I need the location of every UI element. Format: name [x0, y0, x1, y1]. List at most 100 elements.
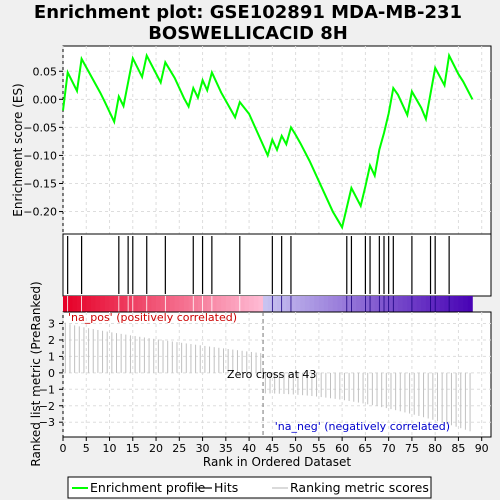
legend: [67, 476, 432, 499]
colorbar-cell: [267, 296, 273, 312]
colorbar-cell: [239, 296, 245, 312]
es-y-tick-label: −0.05: [23, 121, 57, 134]
x-tick-label: 50: [289, 442, 303, 455]
es-series: [62, 52, 474, 230]
x-axis: 0 5 10 15 20 25 30 35 40 45 50 55 60 65 70 75 80 85 90: [60, 437, 489, 455]
colorbar-cell: [95, 296, 101, 312]
x-tick-label: 40: [242, 442, 256, 455]
x-tick-label: 10: [103, 442, 117, 455]
colorbar-cell: [123, 296, 129, 312]
colorbar-cell: [304, 296, 310, 312]
colorbar-cell: [388, 296, 394, 312]
metric-y-tick-label: −3: [39, 416, 55, 429]
colorbar-cell: [323, 296, 329, 312]
colorbar-cell: [416, 296, 422, 312]
x-tick-label: 75: [405, 442, 419, 455]
colorbar-cell: [286, 296, 292, 312]
colorbar-cell: [128, 296, 134, 312]
colorbar-cell: [295, 296, 301, 312]
metric-panel: [62, 311, 492, 438]
colorbar-cell: [449, 296, 455, 312]
colorbar-cell: [114, 296, 120, 312]
colorbar-cell: [314, 296, 320, 312]
legend-label: Hits: [214, 480, 238, 495]
colorbar-cell: [351, 296, 357, 312]
colorbar-cell: [76, 296, 83, 312]
colorbar-cell: [179, 296, 185, 312]
colorbar-cell: [318, 296, 324, 312]
metric-y-tick-label: −1: [39, 383, 55, 396]
colorbar-cell: [253, 296, 259, 312]
colorbar-cell: [425, 296, 431, 312]
colorbar-cell: [170, 296, 176, 312]
x-tick-label: 45: [265, 442, 279, 455]
colorbar-cell: [132, 296, 138, 312]
colorbar-cell: [118, 296, 124, 312]
colorbar-cell: [337, 296, 343, 312]
colorbar-cell: [221, 296, 227, 312]
hits-series: [67, 236, 450, 294]
colorbar-cell: [370, 296, 376, 312]
colorbar-cell: [379, 296, 385, 312]
x-tick-label: 65: [358, 442, 372, 455]
colorbar-cell: [397, 296, 404, 312]
neg-label: 'na_neg' (negatively correlated): [275, 420, 450, 433]
colorbar-cell: [407, 296, 413, 312]
colorbar-cell: [365, 296, 371, 312]
hits-panel: [62, 233, 492, 297]
colorbar-cell: [393, 296, 399, 312]
colorbar-cell: [109, 296, 115, 312]
metric-y-tick-label: 3: [48, 318, 55, 331]
colorbar-cell: [156, 296, 162, 312]
colorbar-cell: [411, 296, 417, 312]
colorbar-cell: [360, 296, 366, 312]
colorbar-cell: [384, 296, 390, 312]
colorbar-cell: [272, 296, 278, 312]
colorbar-cell: [281, 296, 287, 312]
es-panel: [62, 45, 492, 235]
metric-y-tick-label: 2: [48, 334, 55, 347]
colorbar-cell: [146, 296, 152, 312]
colorbar-cell: [100, 296, 106, 312]
x-tick-label: 60: [335, 442, 349, 455]
colorbar-cell: [453, 296, 459, 312]
x-tick-label: 15: [126, 442, 140, 455]
es-y-tick-label: −0.20: [23, 206, 57, 219]
colorbar-cell: [439, 296, 445, 312]
colorbar-cell: [174, 296, 180, 312]
metric-grid: [62, 312, 491, 437]
colorbar-cell: [356, 296, 362, 312]
colorbar-cell: [160, 296, 166, 312]
x-tick-label: 80: [428, 442, 442, 455]
colorbar-cell: [230, 296, 236, 312]
colorbar-cell: [290, 296, 297, 312]
colorbar-cell: [374, 296, 380, 312]
colorbar-cell: [249, 296, 255, 312]
zero-cross-label: Zero cross at 43: [227, 368, 316, 381]
x-tick-label: 85: [451, 442, 465, 455]
colorbar-cell: [309, 296, 315, 312]
colorbar-cell: [263, 296, 269, 312]
metric-y-axis-label: Ranked list metric (PreRanked): [29, 281, 43, 466]
colorbar-cell: [202, 296, 208, 312]
colorbar-cell: [211, 296, 217, 312]
colorbar-cell: [207, 296, 213, 312]
x-axis-label: Rank in Ordered Dataset: [203, 455, 351, 469]
colorbar-cell: [435, 296, 441, 312]
x-tick-label: 30: [196, 442, 210, 455]
legend-label: Ranking metric scores: [290, 480, 429, 495]
colorbar-cell: [183, 296, 190, 312]
x-tick-label: 25: [172, 442, 186, 455]
es-y-tick-label: −0.15: [23, 177, 57, 190]
es-line: [62, 52, 474, 230]
x-tick-label: 55: [312, 442, 326, 455]
colorbar-cell: [197, 296, 203, 312]
colorbar-cell: [104, 296, 110, 312]
colorbar-cell: [63, 296, 69, 312]
colorbar-cell: [86, 296, 92, 312]
chart-title-line2: BOSWELLICACID 8H: [148, 23, 348, 44]
x-tick-label: 0: [60, 442, 67, 455]
metric-y-tick-label: −2: [39, 400, 55, 413]
colorbar-cell: [67, 296, 73, 312]
